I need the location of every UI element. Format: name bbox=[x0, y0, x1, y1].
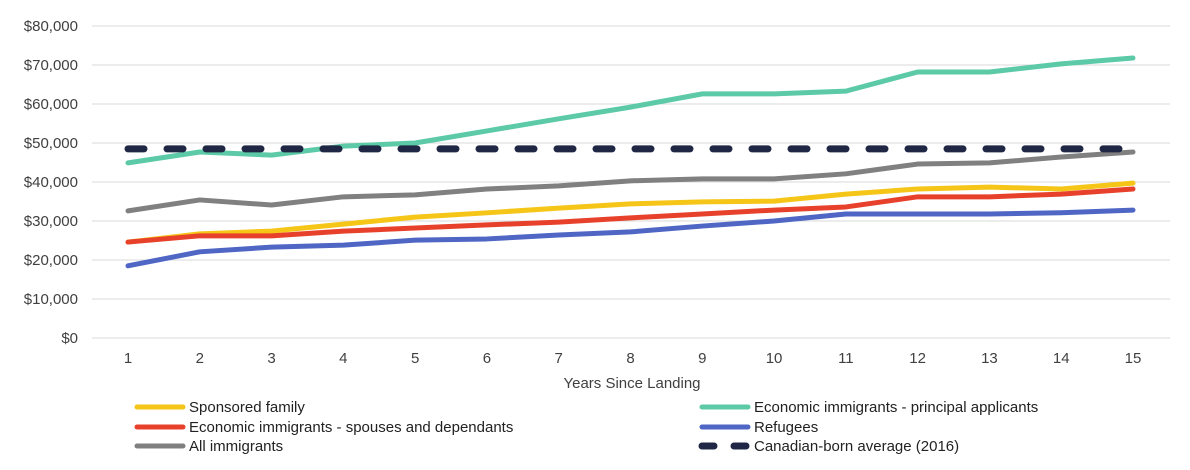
y-axis-ticks: $0 $10,000 $20,000 $30,000 $40,000 $50,000 $60… bbox=[24, 18, 78, 347]
x-tick-label: 6 bbox=[483, 350, 491, 367]
series-line-economic-immigrants-spouses-and-dependants bbox=[125, 186, 1136, 245]
y-tick-label: $40,000 bbox=[24, 174, 78, 191]
legend-item: Canadian-born average (2016) bbox=[698, 438, 959, 455]
legend-label: Canadian-born average (2016) bbox=[754, 438, 959, 455]
legend-label: Sponsored family bbox=[189, 399, 305, 416]
series-line-all-immigrants bbox=[125, 149, 1136, 214]
y-tick-label: $30,000 bbox=[24, 213, 78, 230]
x-tick-label: 14 bbox=[1053, 350, 1070, 367]
legend-item: Sponsored family bbox=[134, 399, 305, 416]
x-tick-label: 11 bbox=[838, 350, 854, 367]
x-tick-label: 15 bbox=[1125, 350, 1142, 367]
y-tick-label: $20,000 bbox=[24, 252, 78, 269]
x-tick-label: 9 bbox=[698, 350, 706, 367]
x-axis-label: Years Since Landing bbox=[563, 375, 700, 392]
legend-label: Refugees bbox=[754, 419, 818, 436]
series-lines bbox=[124, 55, 1137, 269]
y-tick-label: $10,000 bbox=[24, 291, 78, 308]
x-tick-label: 4 bbox=[339, 350, 347, 367]
x-tick-label: 1 bbox=[124, 350, 132, 367]
x-tick-label: 13 bbox=[981, 350, 998, 367]
series-line-sponsored-family bbox=[125, 180, 1136, 245]
legend: Sponsored family Economic immigrants - pr… bbox=[134, 399, 1038, 455]
x-axis-ticks: 1 2 3 4 5 6 7 8 9 10 11 12 13 14 15 bbox=[124, 350, 1142, 367]
y-tick-label: $70,000 bbox=[24, 57, 78, 74]
legend-item: Refugees bbox=[699, 419, 818, 436]
series-line-refugees bbox=[125, 207, 1136, 269]
legend-label: All immigrants bbox=[189, 438, 283, 455]
legend-label: Economic immigrants - spouses and depend… bbox=[189, 419, 513, 436]
x-tick-label: 5 bbox=[411, 350, 419, 367]
x-tick-label: 7 bbox=[555, 350, 563, 367]
legend-label: Economic immigrants - principal applican… bbox=[754, 399, 1038, 416]
legend-item: Economic immigrants - spouses and depend… bbox=[134, 419, 513, 436]
legend-item: Economic immigrants - principal applican… bbox=[699, 399, 1038, 416]
legend-item: All immigrants bbox=[134, 438, 283, 455]
y-tick-label: $50,000 bbox=[24, 135, 78, 152]
y-tick-label: $60,000 bbox=[24, 96, 78, 113]
x-tick-label: 8 bbox=[626, 350, 634, 367]
x-tick-label: 10 bbox=[766, 350, 783, 367]
series-line-economic-immigrants-principal-applicants bbox=[125, 55, 1136, 166]
y-tick-label: $0 bbox=[61, 330, 78, 347]
x-tick-label: 2 bbox=[196, 350, 204, 367]
x-tick-label: 12 bbox=[909, 350, 926, 367]
y-tick-label: $80,000 bbox=[24, 18, 78, 35]
x-tick-label: 3 bbox=[267, 350, 275, 367]
